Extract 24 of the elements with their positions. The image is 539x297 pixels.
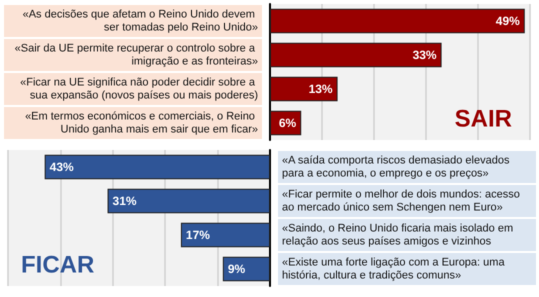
text: FICAR [21,252,94,278]
y-tick-label: «Sair da UE permite recuperar o controlo sobre a imigração e as fronteiras» [14,42,258,68]
bar [270,76,338,102]
data-label: 17% [186,228,210,242]
y-tick-label: «Existe uma forte ligação com a Europa: uma história, cultura e tradições comuns» [282,256,508,282]
data-label: 31% [112,194,137,208]
y-tick-label: «As decisões que afetam o Reino Unido devem ser tomadas pelo Reino Unido» [22,8,258,34]
bar [44,154,270,180]
y-tick-label: «Em termos económicos e comerciais, o Reino Unido ganha mais em sair que em ficar» [25,110,258,136]
text: SAIR [454,106,512,132]
y-tick-label: «Ficar na UE significa não poder decidir sobre a sua expansão (novos países ou mais poderes) [20,76,258,102]
y-tick-label: «A saída comporta riscos demasiado elevados para a economia, o emprego e os preços» [282,154,513,180]
bar [108,188,270,214]
bar [180,222,270,248]
bar [270,8,525,34]
data-label: 9% [228,262,246,276]
data-label: 33% [412,48,437,62]
data-label: 49% [496,14,520,28]
data-label: 13% [308,82,333,96]
data-label: 6% [278,116,297,130]
data-label: 43% [50,160,74,174]
y-tick-label: «Ficar permite o melhor de dois mundos: acesso ao mercado único sem Schengen nem Euro» [282,188,523,214]
bar [270,42,442,68]
y-tick-label: «Saindo, o Reino Unido ficaria mais isolado em relação aos seus países amigos e vizinhos [282,222,516,248]
